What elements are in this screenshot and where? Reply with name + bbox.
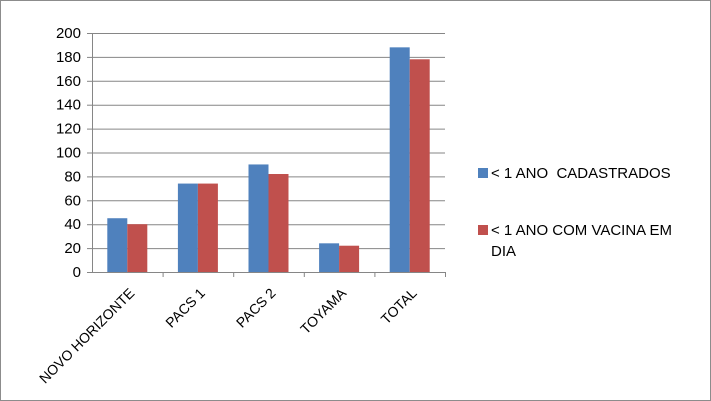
gridlines bbox=[92, 33, 445, 250]
y-tick-label: 80 bbox=[64, 168, 81, 185]
bar-cadastrados bbox=[107, 218, 128, 272]
y-tick-label: 0 bbox=[73, 264, 81, 281]
legend-item-cadastrados: < 1 ANO CADASTRADOS bbox=[478, 163, 708, 184]
bar-vacina bbox=[197, 183, 218, 272]
y-tick-label: 200 bbox=[56, 25, 81, 42]
x-tick-label: PACS 2 bbox=[233, 285, 279, 331]
y-tick-label: 160 bbox=[56, 73, 81, 90]
x-tick-label: PACS 1 bbox=[162, 285, 208, 331]
bar-vacina bbox=[409, 59, 430, 272]
legend-swatch-vacina bbox=[478, 225, 488, 235]
y-tick-label: 120 bbox=[56, 121, 81, 138]
y-tick-label: 60 bbox=[64, 192, 81, 209]
x-tick-label: TOYAMA bbox=[297, 284, 350, 337]
x-tick-labels: NOVO HORIZONTE PACS 1 PACS 2 TOYAMA TOTAL bbox=[36, 284, 420, 386]
x-tick-label: NOVO HORIZONTE bbox=[36, 285, 138, 387]
bars bbox=[107, 47, 430, 273]
legend-label-cadastrados: < 1 ANO CADASTRADOS bbox=[491, 165, 671, 182]
y-tick-labels: 0 20 40 60 80 100 120 140 160 180 200 bbox=[56, 25, 81, 281]
bar-vacina bbox=[268, 174, 289, 272]
y-tick-label: 100 bbox=[56, 145, 81, 162]
legend-label-vacina: < 1 ANO COM VACINA EM DIA bbox=[491, 222, 677, 260]
y-tick-label: 20 bbox=[64, 240, 81, 257]
legend-item-vacina: < 1 ANO COM VACINA EM DIA bbox=[478, 220, 708, 262]
bar-cadastrados bbox=[177, 183, 198, 272]
y-tick-label: 140 bbox=[56, 97, 81, 114]
bar-cadastrados bbox=[248, 164, 269, 272]
y-tick-label: 180 bbox=[56, 49, 81, 66]
y-tick-label: 40 bbox=[64, 216, 81, 233]
axes bbox=[87, 33, 446, 277]
bar-cadastrados bbox=[389, 47, 410, 273]
legend-swatch-cadastrados bbox=[478, 168, 488, 178]
x-tick-label: TOTAL bbox=[378, 285, 420, 327]
bar-vacina bbox=[339, 245, 360, 272]
bar-cadastrados bbox=[319, 243, 340, 272]
bar-vacina bbox=[127, 224, 148, 272]
